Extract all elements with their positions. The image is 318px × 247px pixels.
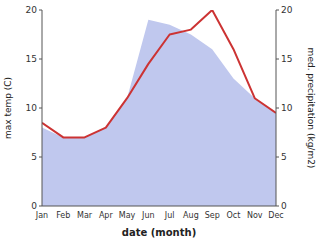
y-tick-label: 5 — [31, 152, 37, 162]
y2-tick-label: 15 — [281, 54, 292, 64]
x-tick-label: Jan — [35, 211, 48, 220]
y-tick — [39, 10, 42, 11]
y2-tick — [276, 157, 279, 158]
x-tick-label: Mar — [77, 211, 93, 220]
y2-tick — [276, 59, 279, 60]
y-tick — [39, 108, 42, 109]
x-tick-label: Apr — [99, 211, 114, 220]
y2-tick-label: 0 — [281, 201, 287, 211]
y2-tick-label: 10 — [281, 103, 293, 113]
y2-tick — [276, 10, 279, 11]
plot-area — [42, 10, 276, 206]
x-axis-title: date (month) — [122, 227, 196, 238]
x-tick-label: Nov — [247, 211, 263, 220]
x-axis-line — [42, 206, 276, 207]
y2-axis-title: med. precipitation (kg/m2) — [306, 48, 316, 169]
y-tick-label: 20 — [26, 5, 38, 15]
y2-tick — [276, 108, 279, 109]
x-tick-label: Aug — [183, 211, 199, 220]
x-tick-label: Sep — [205, 211, 220, 220]
x-tick-label: Oct — [227, 211, 241, 220]
y-tick-label: 0 — [31, 201, 37, 211]
x-tick-label: Feb — [56, 211, 70, 220]
y2-tick — [276, 206, 279, 207]
chart: 0 5 10 15 20 0 5 10 15 20 Jan Feb Mar Apr May Jun Jul Aug… — [0, 0, 318, 247]
x-tick-label: May — [119, 211, 136, 220]
x-tick-label: Jul — [164, 211, 175, 220]
y-axis-title: max temp (C) — [3, 77, 13, 139]
y-tick-label: 15 — [26, 54, 37, 64]
temperature-line — [42, 10, 276, 137]
y-tick — [39, 157, 42, 158]
y-tick-label: 10 — [26, 103, 38, 113]
x-tick-label: Dec — [268, 211, 283, 220]
y2-tick-label: 5 — [281, 152, 287, 162]
x-tick-label: Jun — [141, 211, 155, 220]
y-tick — [39, 59, 42, 60]
y2-tick-label: 20 — [281, 5, 293, 15]
y-tick — [39, 206, 42, 207]
